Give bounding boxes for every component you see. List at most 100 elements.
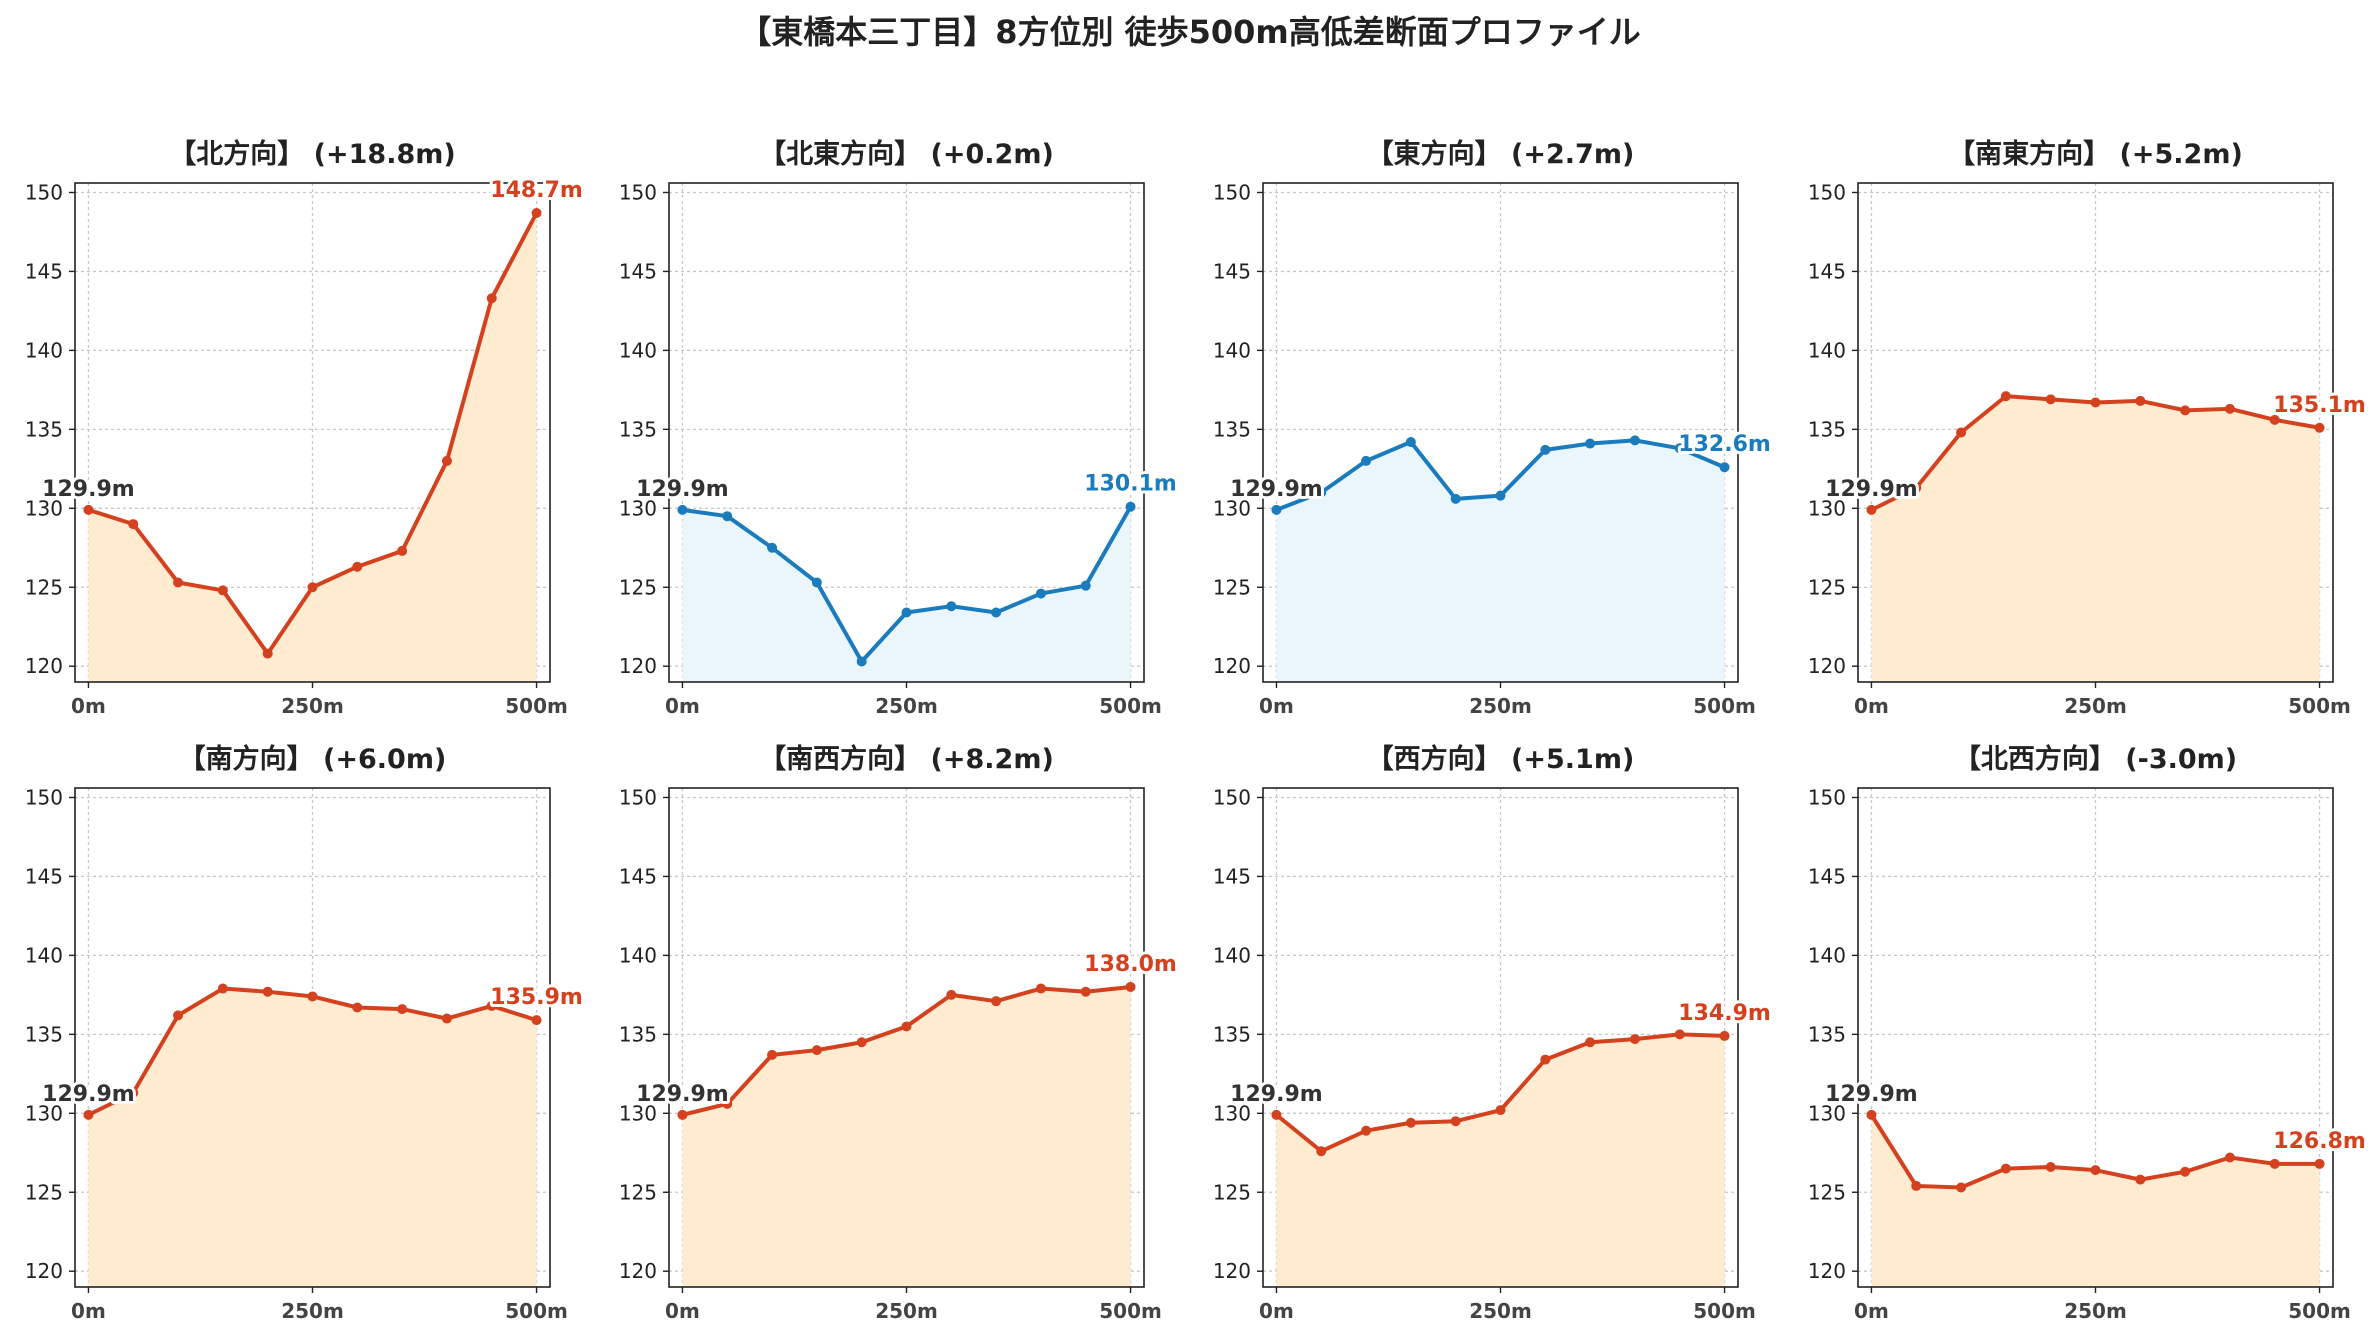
data-point [217, 983, 228, 994]
panel-title: 【南方向】 (+6.0m) [179, 743, 447, 775]
y-tick-label: 135 [619, 417, 657, 441]
elevation-area [682, 506, 1131, 682]
data-point [1316, 1146, 1327, 1157]
elevation-area [1276, 440, 1725, 682]
data-point [991, 996, 1002, 1007]
data-point [2135, 395, 2146, 406]
x-tick-label: 250m [2064, 694, 2127, 718]
data-point [217, 585, 228, 596]
data-point [128, 519, 139, 530]
data-point [441, 1013, 452, 1024]
y-tick-label: 150 [1213, 785, 1251, 809]
data-point [2045, 394, 2056, 405]
data-point [1271, 1109, 1282, 1120]
data-point [1035, 588, 1046, 599]
data-point [173, 1010, 184, 1021]
data-point [901, 1021, 912, 1032]
data-point [531, 208, 542, 219]
data-point [1719, 462, 1730, 473]
panels-container: 120 125 130 135 140 145 150 0m 250m 500m 【北方向】 (+1… [25, 138, 2369, 1323]
data-point [352, 561, 363, 572]
y-tick-label: 145 [1808, 864, 1846, 888]
y-tick-label: 140 [1808, 338, 1846, 362]
y-tick-label: 120 [619, 1259, 657, 1283]
data-point [1674, 1029, 1685, 1040]
data-point [1405, 1117, 1416, 1128]
data-point [1361, 1125, 1372, 1136]
data-point [677, 504, 688, 515]
y-tick-label: 135 [25, 417, 63, 441]
panel-title: 【北東方向】 (+0.2m) [759, 138, 1054, 170]
x-tick-label: 250m [281, 694, 344, 718]
data-point [173, 577, 184, 588]
y-tick-label: 130 [1213, 1101, 1251, 1125]
x-tick-label: 500m [2288, 1299, 2351, 1323]
y-tick-label: 150 [619, 180, 657, 204]
y-tick-label: 125 [1808, 575, 1846, 599]
x-tick-label: 500m [1099, 1299, 1162, 1323]
start-elevation-label: 129.9m [42, 1082, 135, 1107]
data-point [1361, 455, 1372, 466]
data-point [1450, 493, 1461, 504]
y-tick-label: 130 [1808, 1101, 1846, 1125]
data-point [767, 542, 778, 553]
data-point [1585, 1037, 1596, 1048]
data-point [83, 504, 94, 515]
data-point [1911, 482, 1922, 493]
start-elevation-label: 129.9m [636, 1082, 729, 1107]
data-point [2090, 1165, 2101, 1176]
data-point [262, 648, 273, 659]
chart-panel: 120 125 130 135 140 145 150 0m 250m 500m 【南西方向】 (+… [619, 743, 1180, 1323]
data-point [1866, 504, 1877, 515]
data-point [1540, 1054, 1551, 1065]
y-tick-label: 150 [1213, 180, 1251, 204]
y-tick-label: 140 [619, 943, 657, 967]
start-elevation-label: 129.9m [1230, 1082, 1323, 1107]
start-elevation-label: 129.9m [1230, 477, 1323, 502]
data-point [1495, 1105, 1506, 1116]
data-point [901, 607, 912, 618]
end-elevation-label: 126.8m [2273, 1129, 2366, 1154]
y-tick-label: 135 [1808, 1022, 1846, 1046]
end-elevation-label: 134.9m [1678, 1001, 1771, 1026]
x-tick-label: 500m [1693, 1299, 1756, 1323]
elevation-area [88, 988, 537, 1287]
y-tick-label: 125 [619, 575, 657, 599]
y-tick-label: 150 [619, 785, 657, 809]
y-tick-label: 130 [619, 496, 657, 520]
data-point [83, 1109, 94, 1120]
y-tick-label: 140 [1808, 943, 1846, 967]
data-point [767, 1049, 778, 1060]
x-tick-label: 0m [1259, 1299, 1294, 1323]
data-point [2000, 1163, 2011, 1174]
y-tick-label: 135 [1213, 417, 1251, 441]
y-tick-label: 145 [619, 259, 657, 283]
data-point [397, 545, 408, 556]
start-elevation-label: 129.9m [636, 477, 729, 502]
start-elevation-label: 129.9m [1825, 1082, 1918, 1107]
x-tick-label: 500m [1693, 694, 1756, 718]
data-point [677, 1109, 688, 1120]
panel-title: 【南西方向】 (+8.2m) [759, 743, 1054, 775]
chart-panel: 120 125 130 135 140 145 150 0m 250m 500m 【西方向】 (+5… [1213, 743, 1774, 1323]
data-point [946, 989, 957, 1000]
data-point [1911, 1180, 1922, 1191]
chart-panel: 120 125 130 135 140 145 150 0m 250m 500m 【北方向】 (+1… [25, 138, 586, 718]
data-point [307, 582, 318, 593]
y-tick-label: 120 [25, 1259, 63, 1283]
data-point [722, 511, 733, 522]
y-tick-label: 135 [25, 1022, 63, 1046]
y-tick-label: 145 [25, 864, 63, 888]
y-tick-label: 130 [1808, 496, 1846, 520]
end-elevation-label: 138.0m [1084, 952, 1177, 977]
panel-title: 【東方向】 (+2.7m) [1367, 138, 1635, 170]
y-tick-label: 125 [25, 1180, 63, 1204]
data-point [441, 455, 452, 466]
panel-title: 【北方向】 (+18.8m) [169, 138, 455, 170]
data-point [2224, 403, 2235, 414]
data-point [1495, 490, 1506, 501]
data-point [2224, 1152, 2235, 1163]
x-tick-label: 0m [71, 694, 106, 718]
data-point [1629, 1034, 1640, 1045]
y-tick-label: 120 [1213, 1259, 1251, 1283]
